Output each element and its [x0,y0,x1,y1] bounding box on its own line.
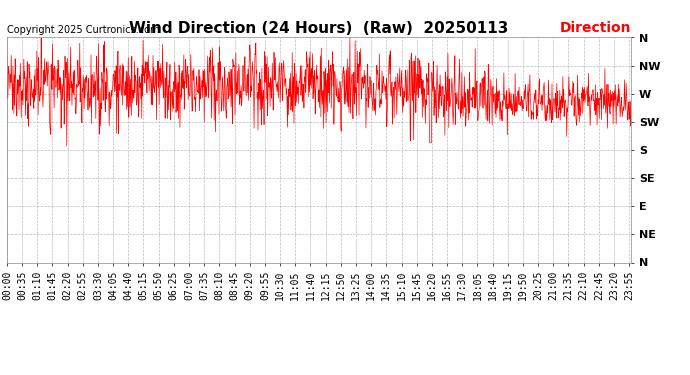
Direction [627,99,635,104]
Text: Copyright 2025 Curtronics.com: Copyright 2025 Curtronics.com [7,25,159,35]
Direction [3,53,11,57]
Text: Direction: Direction [560,21,631,35]
Direction [573,123,581,128]
Direction [37,35,46,40]
Direction [248,67,257,71]
Line: Direction: Direction [7,38,631,146]
Direction [416,65,424,70]
Title: Wind Direction (24 Hours)  (Raw)  20250113: Wind Direction (24 Hours) (Raw) 20250113 [130,21,509,36]
Direction [264,98,272,102]
Direction [141,70,150,75]
Direction [519,106,527,111]
Direction [63,144,71,148]
